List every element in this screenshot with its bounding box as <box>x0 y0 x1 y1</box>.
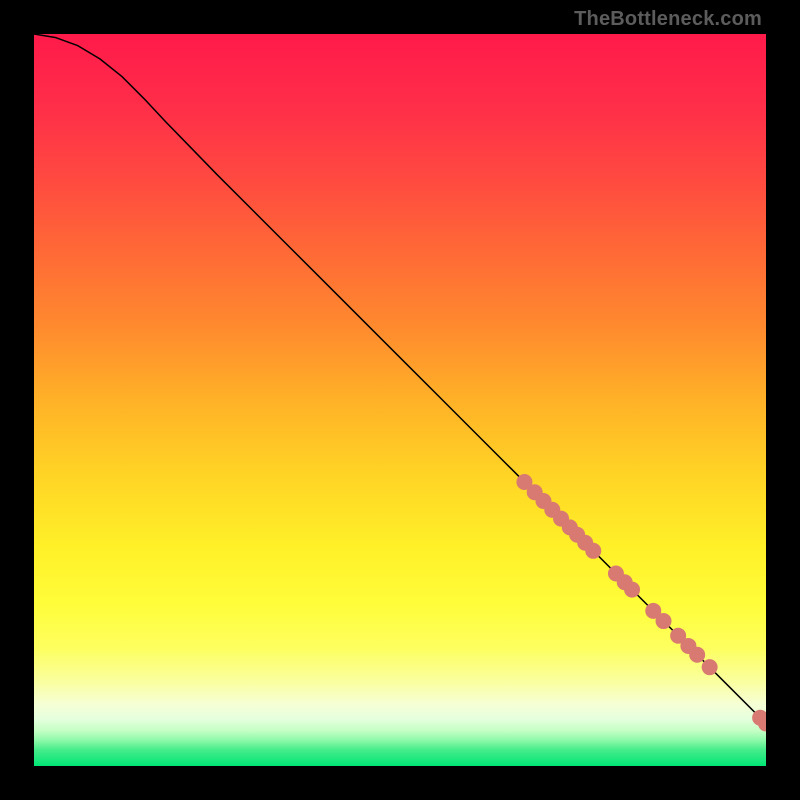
data-markers <box>516 474 766 732</box>
data-marker <box>624 582 640 598</box>
data-marker <box>702 659 718 675</box>
plot-area <box>34 34 766 766</box>
data-marker <box>689 647 705 663</box>
data-marker <box>656 613 672 629</box>
watermark-text: TheBottleneck.com <box>574 8 762 31</box>
chart-container: TheBottleneck.com <box>0 0 800 800</box>
chart-overlay <box>34 34 766 766</box>
data-marker <box>585 543 601 559</box>
